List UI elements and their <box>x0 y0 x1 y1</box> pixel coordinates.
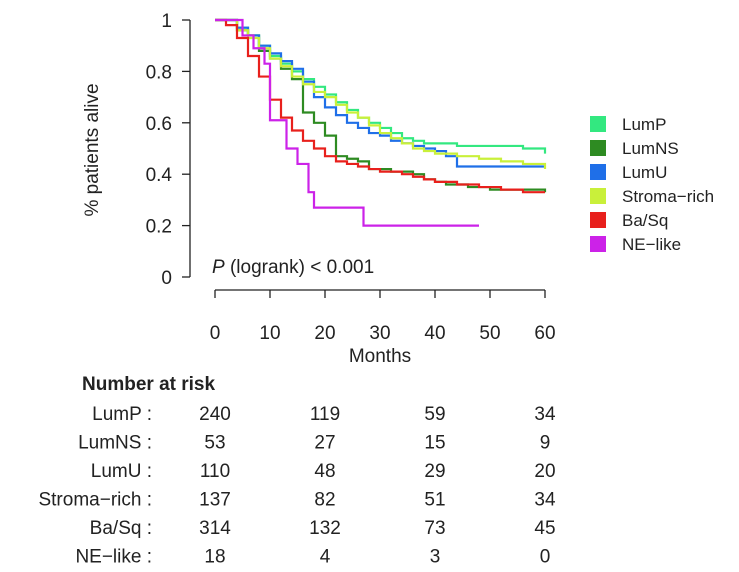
x-tick-label: 10 <box>259 323 280 344</box>
risk-cell: 137 <box>199 490 231 511</box>
legend: LumP LumNS LumU Stroma−rich Ba/Sq NE−like <box>590 115 714 254</box>
legend-swatch <box>590 236 606 252</box>
legend-swatch <box>590 188 606 204</box>
legend-swatch <box>590 164 606 180</box>
legend-label: LumU <box>622 163 667 182</box>
series-line-ba-sq <box>215 18 545 194</box>
y-tick-label: 1 <box>161 11 172 32</box>
risk-cell: 82 <box>314 490 335 511</box>
risk-cell: 119 <box>310 404 340 425</box>
legend-swatch <box>590 140 606 156</box>
y-tick-label: 0 <box>161 268 172 289</box>
legend-label: LumNS <box>622 139 679 158</box>
risk-cell: 110 <box>200 461 230 482</box>
series-line-stroma-rich <box>215 18 547 170</box>
legend-label: NE−like <box>622 235 681 254</box>
risk-cell: 9 <box>540 433 551 454</box>
risk-cell: 240 <box>199 404 231 425</box>
risk-table-title: Number at risk <box>82 374 215 395</box>
risk-cell: 0 <box>540 547 551 568</box>
logrank-annotation: P (logrank) < 0.001 <box>212 257 374 278</box>
risk-cell: 29 <box>424 461 445 482</box>
p-value-text: (logrank) < 0.001 <box>230 257 374 278</box>
y-tick-label: 0.4 <box>146 165 173 186</box>
p-italic: P <box>212 257 225 278</box>
series-line-lumu <box>215 18 545 168</box>
risk-cell: 48 <box>314 461 335 482</box>
risk-cell: 53 <box>204 433 225 454</box>
survival-curves <box>215 18 547 227</box>
x-tick-label: 60 <box>534 323 555 344</box>
risk-cell: 18 <box>204 547 225 568</box>
axes: 00.20.40.60.810 10 20 30 40 50 60 <box>146 11 556 344</box>
risk-cell: 73 <box>424 518 445 539</box>
legend-swatch <box>590 116 606 132</box>
risk-cell: 34 <box>534 490 556 511</box>
risk-cell: 4 <box>320 547 331 568</box>
risk-row-label: LumU : <box>91 461 152 482</box>
risk-cell: 45 <box>534 518 555 539</box>
x-tick-label: 50 <box>479 323 500 344</box>
y-tick-label: 0.6 <box>146 114 172 135</box>
risk-row-label: Ba/Sq : <box>90 518 152 539</box>
x-tick-label: 0 <box>210 323 221 344</box>
risk-row-label: NE−like : <box>75 547 152 568</box>
series-line-ne-like <box>215 18 479 227</box>
risk-cell: 34 <box>534 404 556 425</box>
y-tick-label: 0.2 <box>146 217 172 238</box>
x-tick-label: 40 <box>424 323 445 344</box>
legend-label: Stroma−rich <box>622 187 714 206</box>
x-axis-label: Months <box>349 346 411 367</box>
risk-cell: 59 <box>424 404 445 425</box>
legend-label: Ba/Sq <box>622 211 668 230</box>
y-axis-label: % patients alive <box>82 83 103 216</box>
x-tick-label: 20 <box>314 323 335 344</box>
legend-label: LumP <box>622 115 666 134</box>
risk-cell: 20 <box>534 461 555 482</box>
y-tick-label: 0.8 <box>146 62 172 83</box>
risk-cell: 132 <box>309 518 341 539</box>
risk-cell: 51 <box>424 490 445 511</box>
risk-row-label: Stroma−rich : <box>38 490 152 511</box>
risk-row-label: LumNS : <box>78 433 152 454</box>
legend-swatch <box>590 212 606 228</box>
x-tick-label: 30 <box>369 323 390 344</box>
risk-cell: 314 <box>199 518 231 539</box>
risk-cell: 15 <box>424 433 445 454</box>
risk-cell: 3 <box>430 547 441 568</box>
risk-cell: 27 <box>314 433 335 454</box>
risk-row-label: LumP : <box>92 404 152 425</box>
